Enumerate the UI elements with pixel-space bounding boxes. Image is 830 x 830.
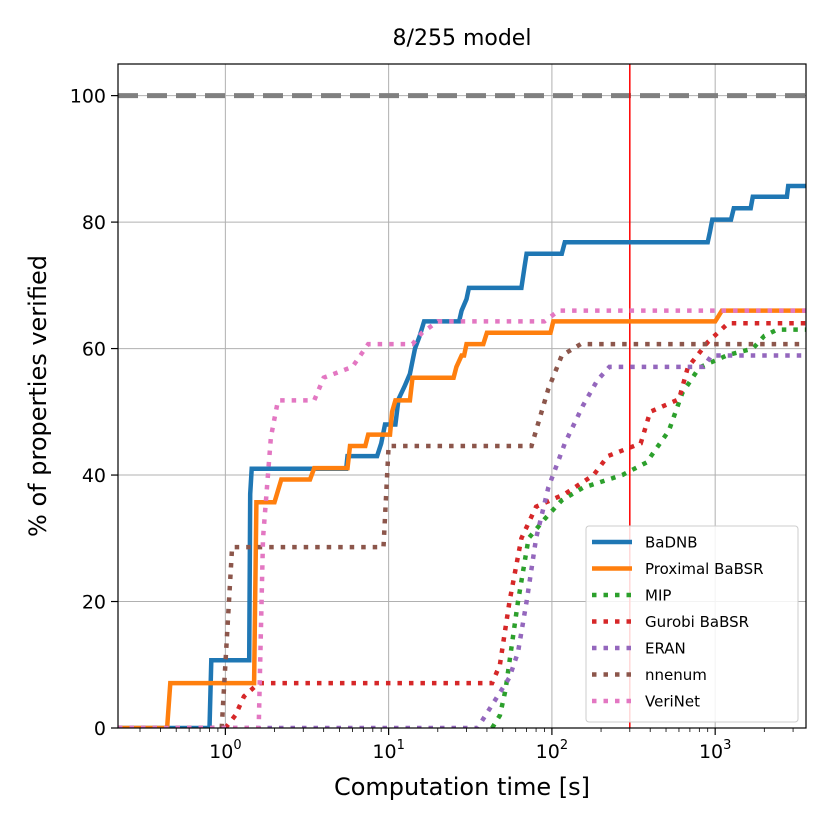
series-layer — [118, 183, 806, 728]
series-line-proximal-babsr — [118, 308, 806, 728]
y-tick-label: 100 — [70, 86, 106, 108]
legend-label: BaDNB — [645, 534, 698, 552]
y-axis-label: % of properties verified — [24, 255, 52, 537]
x-axis-ticks: 100 101 102 103 — [139, 728, 794, 763]
legend-label: Gurobi BaBSR — [645, 613, 749, 631]
x-axis-label: Computation time [s] — [334, 773, 590, 801]
y-tick-label: 60 — [82, 339, 106, 361]
x-tick-label: 102 — [536, 738, 568, 763]
y-tick-label: 80 — [82, 212, 106, 234]
legend-label: nnenum — [645, 666, 707, 684]
legend-label: ERAN — [645, 640, 686, 658]
series-line-eran — [118, 353, 806, 728]
y-tick-label: 20 — [82, 592, 106, 614]
y-tick-label: 40 — [82, 465, 106, 487]
x-tick-label: 103 — [699, 738, 731, 763]
y-tick-label: 0 — [94, 718, 106, 740]
legend-label: VeriNet — [645, 693, 700, 711]
legend-label: Proximal BaBSR — [645, 560, 764, 578]
legend-label: MIP — [645, 587, 671, 605]
series-line-verinet — [118, 308, 806, 728]
x-tick-label: 100 — [209, 738, 241, 763]
series-line-mip — [490, 327, 806, 728]
y-axis-ticks: 0 20 40 60 80 100 — [70, 86, 118, 740]
chart-title: 8/255 model — [393, 26, 532, 51]
plot-frame — [117, 63, 807, 729]
legend: BaDNB Proximal BaBSR MIP Gurobi BaBSR ERAN nn… — [585, 525, 799, 723]
x-tick-label: 101 — [372, 738, 404, 763]
legend-box — [585, 525, 799, 723]
